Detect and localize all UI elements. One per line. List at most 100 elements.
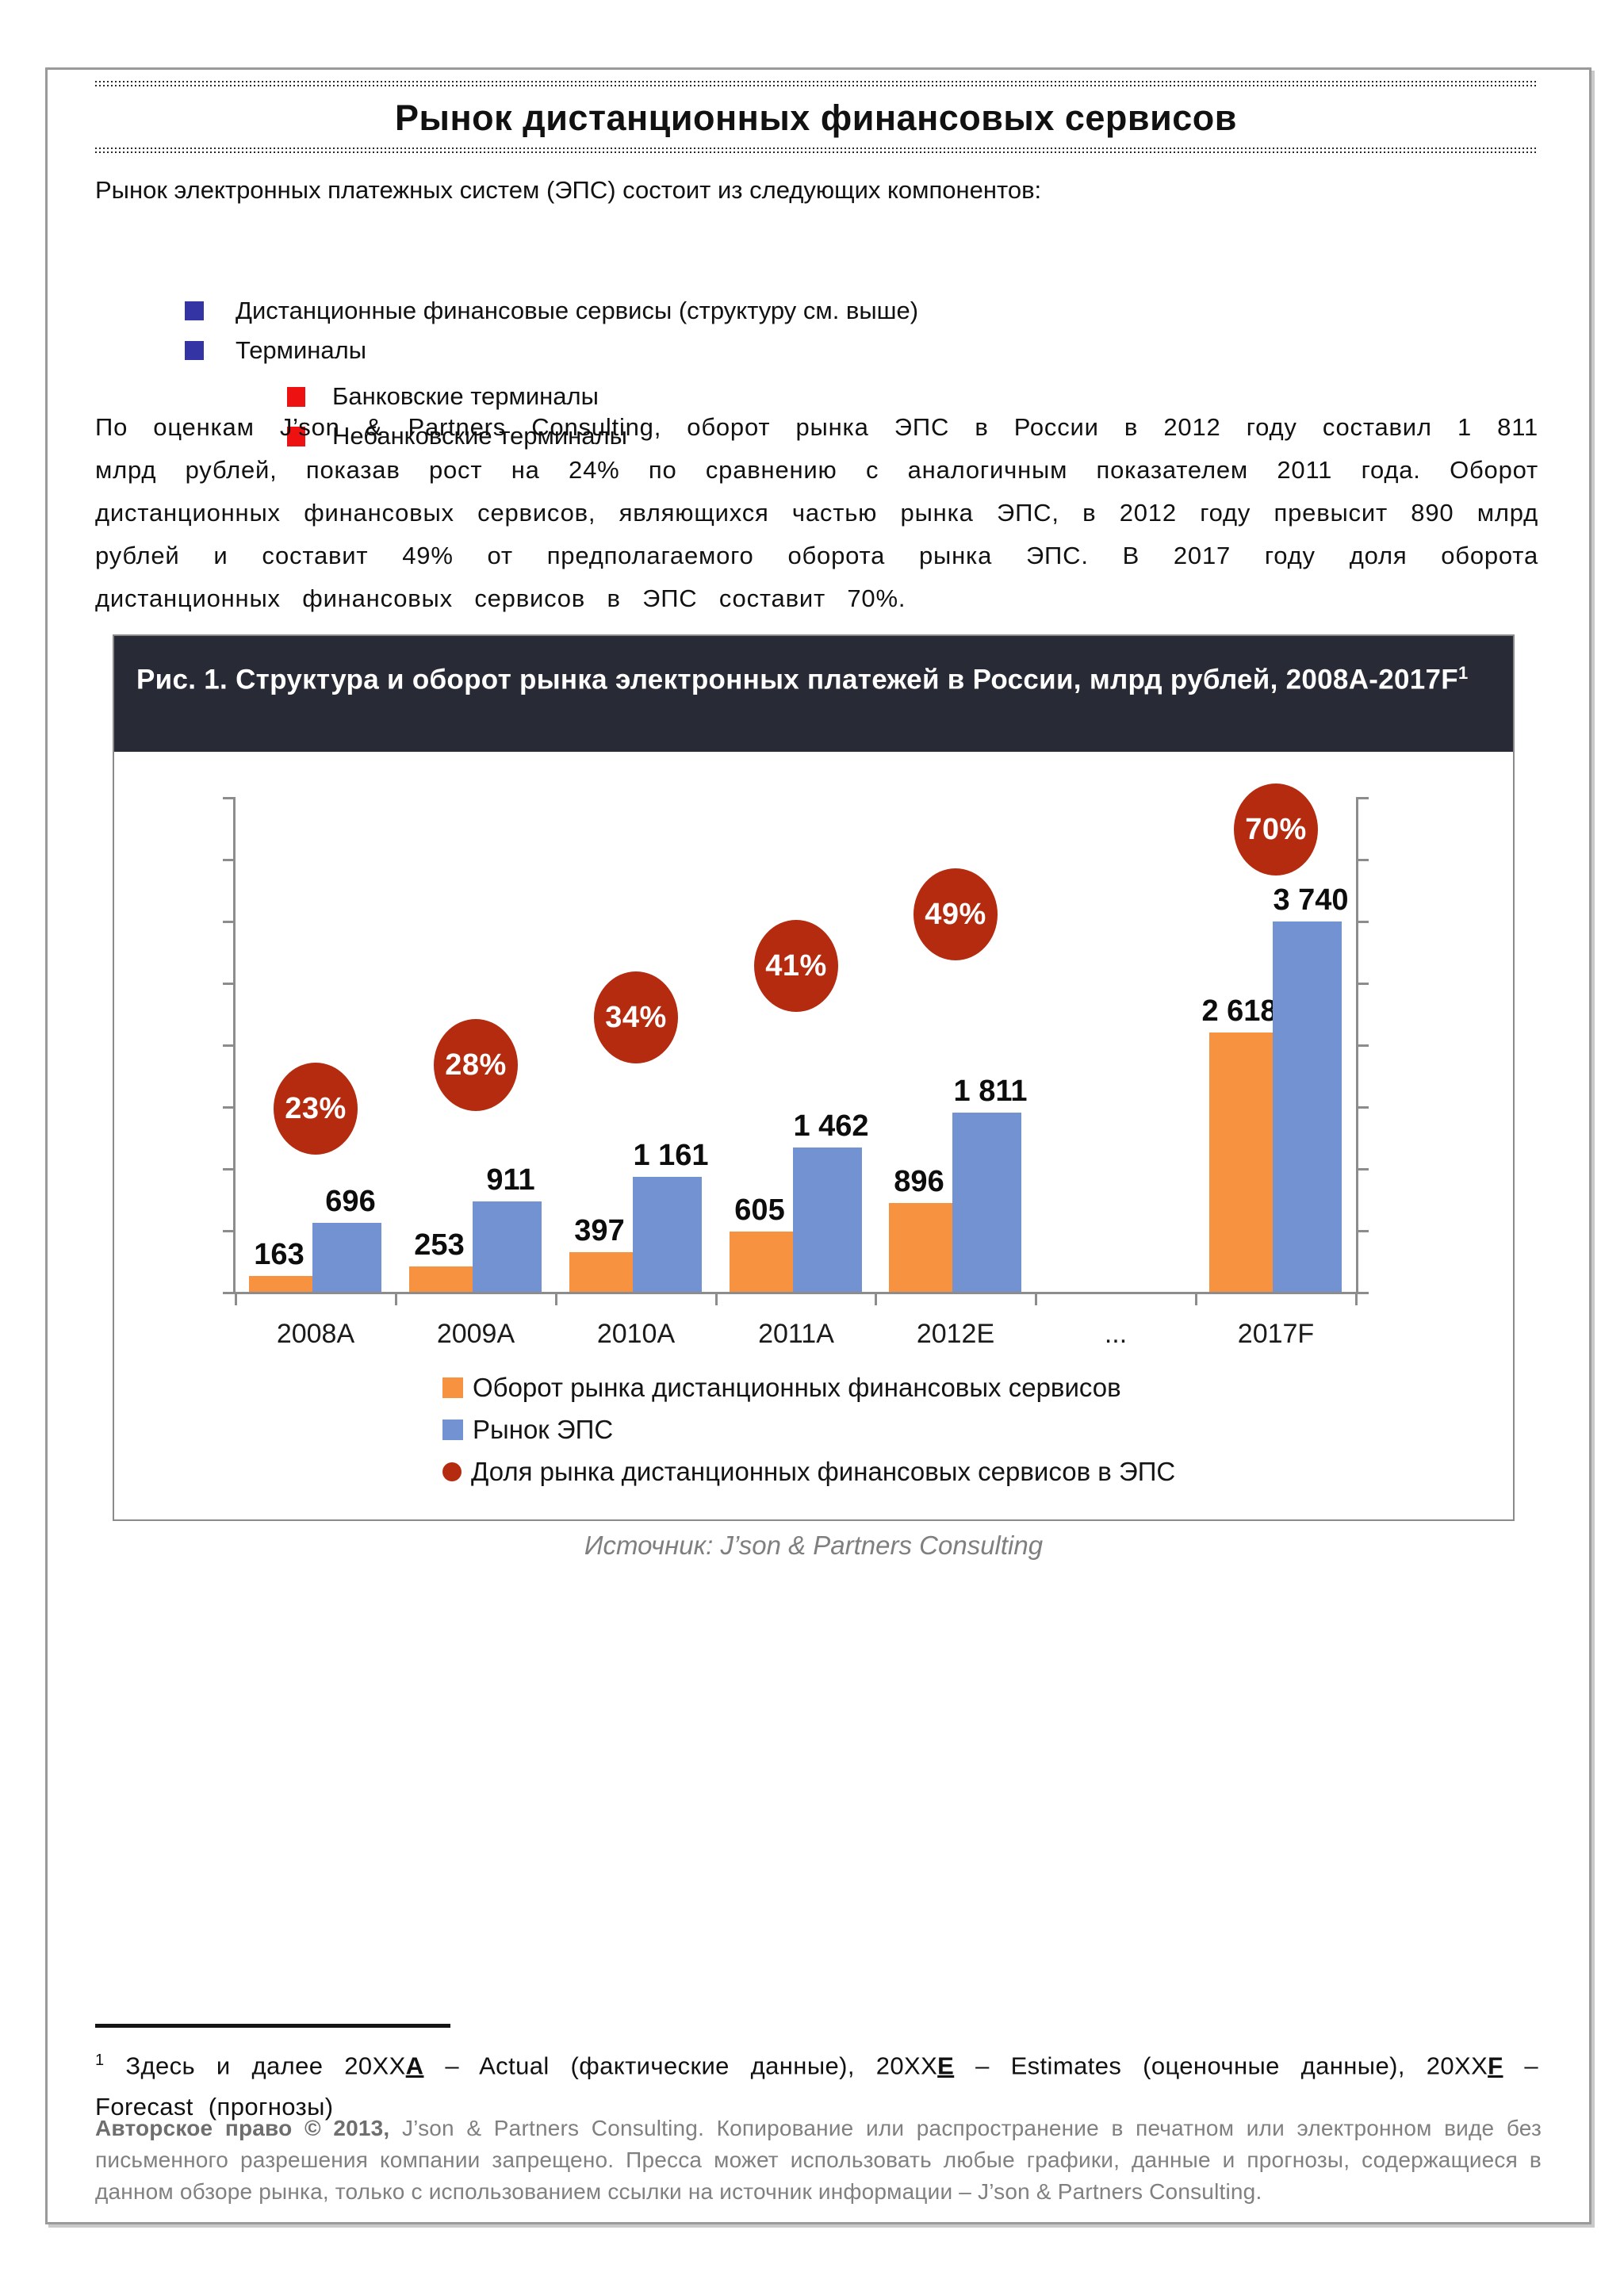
category-label: 2010A <box>596 1319 676 1349</box>
bullet-square-icon <box>287 426 305 446</box>
y-axis-tick <box>223 1044 233 1047</box>
bar-distant-services <box>249 1276 312 1292</box>
percent-bubble: 70% <box>1234 784 1318 875</box>
bullet-square-icon <box>185 301 204 320</box>
bullet-item-2: Терминалы <box>185 333 366 368</box>
bar-distant-services <box>889 1203 952 1292</box>
orange-square-icon <box>442 1377 463 1398</box>
blue-square-icon <box>442 1419 463 1440</box>
footnote-key-e: E <box>937 2052 955 2080</box>
percent-bubble: 28% <box>434 1019 518 1111</box>
bar-value-label: 2 618 <box>1201 994 1277 1028</box>
x-axis-tick <box>715 1294 718 1305</box>
footnote-text: – Forecast (прогнозы) <box>95 2052 1538 2121</box>
bar-eps-market <box>312 1223 381 1292</box>
category-label: 2017F <box>1237 1319 1315 1349</box>
bullet-square-icon <box>287 386 305 407</box>
bar-eps-market <box>793 1148 862 1292</box>
source-line: Источник: J’son & Partners Consulting <box>584 1531 1044 1560</box>
bar-distant-services <box>1209 1033 1273 1292</box>
bar-value-label: 896 <box>894 1165 944 1198</box>
y-axis-tick <box>1358 1168 1369 1170</box>
y-axis-tick <box>1358 1044 1369 1047</box>
percent-bubble: 23% <box>274 1063 358 1155</box>
intro-text: Рынок электронных платежных систем (ЭПС)… <box>95 176 1042 204</box>
x-axis <box>223 1292 1369 1294</box>
legend-label: Рынок ЭПС <box>473 1414 614 1444</box>
category-label: 2011A <box>758 1319 834 1349</box>
footnote: 1 Здесь и далее 20XXA – Actual (фактичес… <box>95 2040 1538 2128</box>
figure-1: Рис. 1. Структура и оборот рынка электро… <box>113 634 1515 1521</box>
bar-distant-services <box>730 1232 793 1292</box>
category-label: 2009A <box>436 1319 515 1349</box>
figure-caption-text: Рис. 1. Структура и оборот рынка электро… <box>136 664 1458 695</box>
legend-label: Доля рынка дистанционных финансовых серв… <box>471 1456 1176 1486</box>
footnote-text: – Estimates (оценочные данные), 20XX <box>954 2052 1488 2080</box>
title-block: Рынок дистанционных финансовых сервисов <box>95 81 1537 154</box>
bullet-label: Терминалы <box>236 336 367 364</box>
percent-bubble: 49% <box>914 868 998 960</box>
y-axis-tick <box>223 1106 233 1109</box>
footnote-text: Здесь и далее 20XX <box>104 2052 406 2080</box>
bar-value-label: 696 <box>325 1185 376 1218</box>
y-axis-tick <box>223 859 233 861</box>
x-axis-tick <box>1195 1294 1197 1305</box>
percent-bubble: 34% <box>594 971 678 1063</box>
y-axis-tick <box>223 1168 233 1170</box>
bar-eps-market <box>1273 921 1342 1292</box>
footnote-separator <box>95 2024 450 2028</box>
y-axis-tick <box>1358 1292 1369 1294</box>
footnote-text: – Actual (фактические данные), 20XX <box>423 2052 938 2080</box>
y-axis-tick <box>223 797 233 799</box>
bullet-item-4: Небанковские терминалы <box>287 419 627 454</box>
bar-distant-services <box>569 1252 633 1292</box>
body-paragraph: По оценкам J’son & Partners Consulting, … <box>95 413 1538 612</box>
red-circle-icon <box>442 1462 462 1481</box>
bullet-square-icon <box>185 341 204 360</box>
y-axis-tick <box>223 1230 233 1232</box>
y-axis-tick <box>1358 983 1369 985</box>
x-axis-tick <box>1035 1294 1037 1305</box>
legend-label: Оборот рынка дистанционных финансовых се… <box>473 1372 1121 1402</box>
bullet-label: Дистанционные финансовые сервисы (структ… <box>236 297 919 324</box>
copyright-rest: J’son & Partners Consulting. Копирование… <box>95 2116 1542 2204</box>
y-axis-tick <box>1358 1230 1369 1232</box>
y-axis-left <box>233 797 236 1294</box>
footnote-mark: 1 <box>95 2052 105 2069</box>
bar-value-label: 911 <box>486 1163 535 1197</box>
bar-value-label: 3 740 <box>1273 883 1349 917</box>
y-axis-tick <box>1358 797 1369 799</box>
copyright-text: Авторское право © 2013, J’son & Partners… <box>95 2113 1542 2208</box>
footnote-key-a: A <box>405 2052 424 2080</box>
bullet-item-1: Дистанционные финансовые сервисы (структ… <box>185 293 918 328</box>
title-rule-top <box>95 81 1537 87</box>
legend-item-share: Доля рынка дистанционных финансовых серв… <box>442 1450 1175 1492</box>
y-axis-right <box>1356 797 1358 1294</box>
legend-item-distant-services: Оборот рынка дистанционных финансовых се… <box>442 1366 1175 1408</box>
y-axis-tick <box>223 1292 233 1294</box>
chart-legend: Оборот рынка дистанционных финансовых се… <box>442 1366 1175 1492</box>
title-rule-bottom <box>95 148 1537 154</box>
x-axis-tick <box>875 1294 877 1305</box>
y-axis-tick <box>1358 1106 1369 1109</box>
page-title: Рынок дистанционных финансовых сервисов <box>395 98 1237 138</box>
figure-caption: Рис. 1. Структура и оборот рынка электро… <box>114 636 1513 752</box>
category-label: 2012E <box>916 1319 995 1349</box>
y-axis-tick <box>1358 859 1369 861</box>
x-axis-tick <box>555 1294 557 1305</box>
copyright-bold: Авторское право © 2013, <box>95 2116 390 2140</box>
bar-eps-market <box>473 1201 542 1292</box>
x-axis-tick <box>235 1294 237 1305</box>
figure-caption-footnote-mark: 1 <box>1457 663 1469 683</box>
bullet-label: Небанковские терминалы <box>332 422 627 450</box>
bar-value-label: 605 <box>734 1193 785 1227</box>
document-page: Рынок дистанционных финансовых сервисов … <box>45 67 1591 2224</box>
bullet-item-3: Банковские терминалы <box>287 379 599 414</box>
bar-value-label: 1 811 <box>953 1075 1028 1108</box>
bar-value-label: 397 <box>574 1214 625 1247</box>
x-axis-tick <box>1355 1294 1358 1305</box>
footnote-key-f: F <box>1488 2052 1503 2080</box>
bullet-label: Банковские терминалы <box>332 382 599 410</box>
bar-eps-market <box>633 1177 702 1292</box>
